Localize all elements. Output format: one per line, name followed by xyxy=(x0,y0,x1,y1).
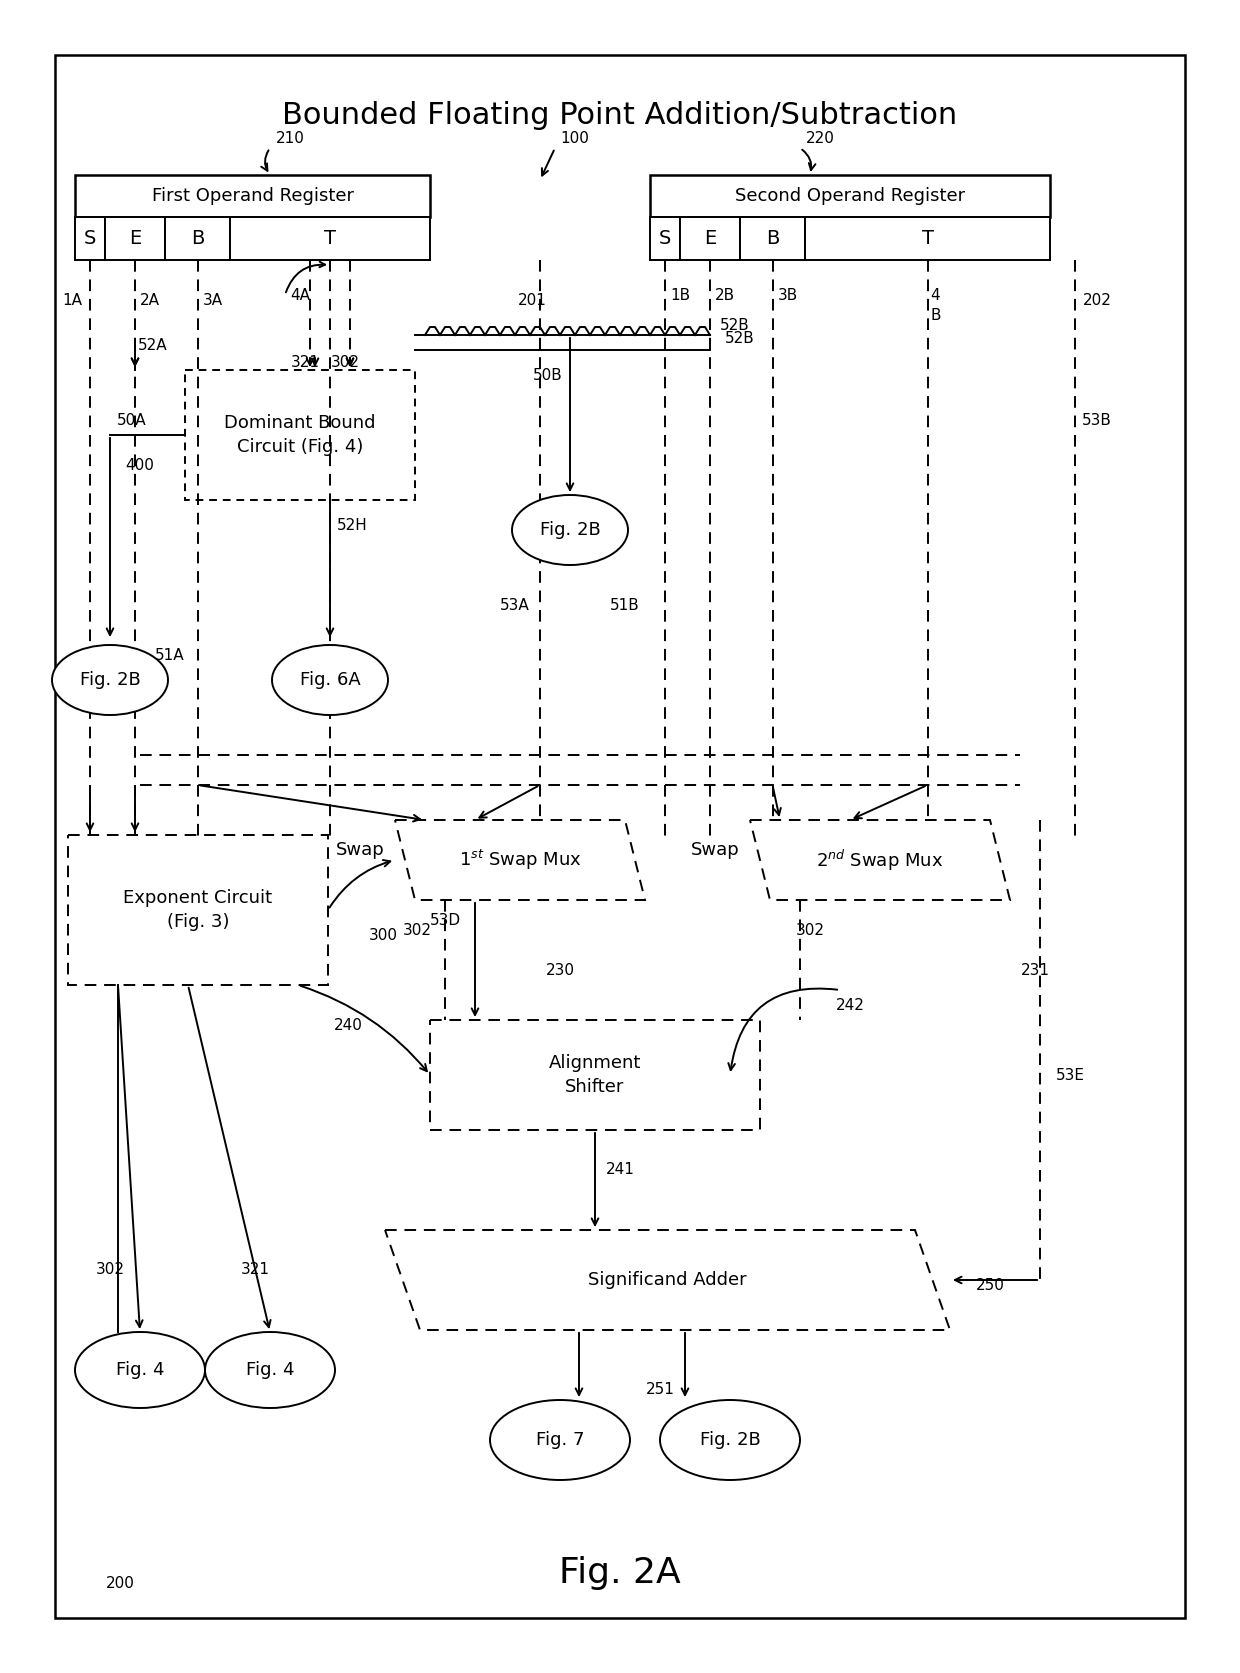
Text: Fig. 7: Fig. 7 xyxy=(536,1430,584,1449)
Text: Second Operand Register: Second Operand Register xyxy=(735,187,965,206)
Ellipse shape xyxy=(205,1332,335,1409)
Text: Fig. 2B: Fig. 2B xyxy=(79,671,140,689)
Text: Exponent Circuit: Exponent Circuit xyxy=(124,888,273,907)
Text: 251: 251 xyxy=(646,1382,675,1397)
Polygon shape xyxy=(396,820,645,900)
Ellipse shape xyxy=(272,646,388,714)
Polygon shape xyxy=(750,820,1011,900)
Text: 321: 321 xyxy=(290,355,320,370)
Text: 51B: 51B xyxy=(610,597,640,612)
Text: 220: 220 xyxy=(806,130,835,146)
Text: 4: 4 xyxy=(931,288,940,303)
Bar xyxy=(74,176,430,217)
Ellipse shape xyxy=(512,495,627,565)
Bar xyxy=(185,370,415,500)
Text: 1A: 1A xyxy=(62,293,82,308)
Ellipse shape xyxy=(490,1400,630,1481)
Text: 202: 202 xyxy=(1083,293,1111,308)
Bar xyxy=(105,217,165,259)
Text: 302: 302 xyxy=(95,1263,124,1278)
Text: 250: 250 xyxy=(976,1278,1004,1293)
Text: 242: 242 xyxy=(836,997,864,1012)
Text: 230: 230 xyxy=(546,962,574,977)
Text: 53A: 53A xyxy=(500,597,529,612)
Text: 240: 240 xyxy=(334,1017,362,1032)
Bar xyxy=(68,835,329,985)
Text: 210: 210 xyxy=(275,130,305,146)
Text: 52B: 52B xyxy=(725,331,755,346)
Text: Fig. 2B: Fig. 2B xyxy=(699,1430,760,1449)
Bar xyxy=(740,217,805,259)
Polygon shape xyxy=(384,1230,950,1330)
Text: 231: 231 xyxy=(1021,962,1049,977)
Bar xyxy=(430,1021,760,1129)
Text: Swap: Swap xyxy=(336,842,384,858)
Ellipse shape xyxy=(74,1332,205,1409)
Text: 302: 302 xyxy=(403,922,432,937)
Text: E: E xyxy=(129,229,141,248)
Text: Alignment: Alignment xyxy=(549,1054,641,1072)
Bar xyxy=(74,217,105,259)
Text: 100: 100 xyxy=(560,130,589,146)
Text: 400: 400 xyxy=(125,457,155,472)
Text: 2$^{nd}$ Swap Mux: 2$^{nd}$ Swap Mux xyxy=(816,848,944,873)
Text: Dominant Bound: Dominant Bound xyxy=(224,413,376,432)
Text: 1B: 1B xyxy=(670,288,691,303)
Text: 50B: 50B xyxy=(533,368,563,383)
Text: T: T xyxy=(921,229,934,248)
Text: 200: 200 xyxy=(105,1576,134,1591)
Text: B: B xyxy=(930,308,941,323)
Ellipse shape xyxy=(660,1400,800,1481)
Text: Bounded Floating Point Addition/Subtraction: Bounded Floating Point Addition/Subtract… xyxy=(283,100,957,129)
Text: S: S xyxy=(658,229,671,248)
Text: 53D: 53D xyxy=(429,912,460,927)
Text: 52A: 52A xyxy=(138,338,167,353)
Text: E: E xyxy=(704,229,717,248)
Text: 302: 302 xyxy=(796,922,825,937)
Text: Fig. 6A: Fig. 6A xyxy=(300,671,361,689)
Bar xyxy=(680,217,740,259)
Text: 300: 300 xyxy=(368,927,398,942)
Ellipse shape xyxy=(52,646,167,714)
Text: 52H: 52H xyxy=(336,517,367,532)
Bar xyxy=(650,176,1050,217)
Text: T: T xyxy=(324,229,336,248)
Text: Swap: Swap xyxy=(691,842,739,858)
Text: 3B: 3B xyxy=(777,288,797,303)
Text: S: S xyxy=(84,229,97,248)
Text: 51A: 51A xyxy=(155,647,185,663)
Text: 53E: 53E xyxy=(1055,1067,1085,1082)
Bar xyxy=(229,217,430,259)
Text: First Operand Register: First Operand Register xyxy=(151,187,353,206)
Text: 321: 321 xyxy=(241,1263,269,1278)
Text: 50A: 50A xyxy=(118,413,146,428)
Text: 1$^{st}$ Swap Mux: 1$^{st}$ Swap Mux xyxy=(459,848,582,872)
Text: B: B xyxy=(191,229,205,248)
Text: (Fig. 3): (Fig. 3) xyxy=(166,913,229,930)
Text: 2A: 2A xyxy=(140,293,160,308)
Text: Fig. 4: Fig. 4 xyxy=(115,1362,164,1379)
Text: Fig. 2B: Fig. 2B xyxy=(539,520,600,539)
Text: Fig. 2A: Fig. 2A xyxy=(559,1556,681,1589)
Text: Shifter: Shifter xyxy=(565,1077,625,1096)
Text: 302: 302 xyxy=(331,355,360,370)
Text: 4A: 4A xyxy=(290,288,310,303)
Text: 2B: 2B xyxy=(715,288,735,303)
Text: Significand Adder: Significand Adder xyxy=(588,1271,746,1288)
Text: Fig. 4: Fig. 4 xyxy=(246,1362,294,1379)
Text: B: B xyxy=(766,229,779,248)
Text: 3A: 3A xyxy=(202,293,222,308)
Bar xyxy=(650,217,680,259)
Text: 241: 241 xyxy=(605,1163,635,1178)
Text: 201: 201 xyxy=(517,293,547,308)
Bar xyxy=(165,217,229,259)
Text: 52B: 52B xyxy=(720,318,750,333)
Text: 53B: 53B xyxy=(1083,413,1112,428)
Bar xyxy=(805,217,1050,259)
Text: Circuit (Fig. 4): Circuit (Fig. 4) xyxy=(237,438,363,457)
